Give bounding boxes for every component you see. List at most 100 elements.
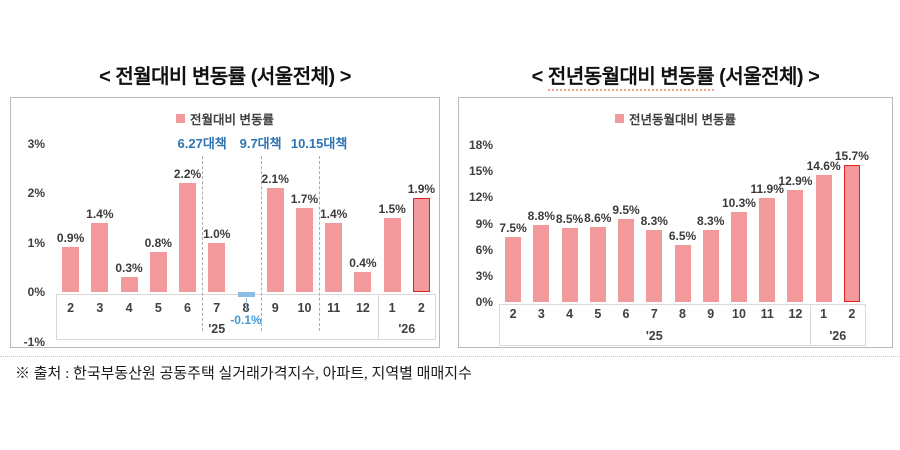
bar-value-label: 15.7% xyxy=(834,149,869,164)
negative-bar-leader xyxy=(246,297,247,310)
y-axis-label: 9% xyxy=(475,216,493,231)
bar xyxy=(62,247,80,292)
bar-value-label: 0.4% xyxy=(349,256,377,271)
bar-value-label: 0.3% xyxy=(115,261,143,276)
y-axis-label: 12% xyxy=(468,190,493,205)
bar xyxy=(589,227,606,302)
bar-value-label: 7.5% xyxy=(499,220,527,235)
legend-marker-icon xyxy=(176,114,185,123)
right-chart-legend: 전년동월대비 변동률 xyxy=(459,109,892,128)
bar-value-label: 11.9% xyxy=(750,182,784,197)
bar-value-label: 2.1% xyxy=(261,172,289,187)
axis-year-divider xyxy=(377,294,379,340)
bar xyxy=(702,229,719,302)
bar-value-label: 1.4% xyxy=(86,206,114,221)
left-chart-plot: 3%2%1%0%-1%'25'2623456789101112126.27대책9… xyxy=(11,98,439,349)
bar xyxy=(843,165,860,302)
annotation-label: 10.15대책 xyxy=(290,136,348,151)
right-chart-title: < 전년동월대비 변동률 (서울전체) > xyxy=(458,60,893,91)
bar xyxy=(91,222,109,292)
bar xyxy=(505,236,522,302)
month-label: 2 xyxy=(67,301,75,315)
year-label: '25 xyxy=(208,322,226,336)
y-axis-label: 2% xyxy=(27,186,45,200)
month-label: 1 xyxy=(388,301,396,315)
right-chart-panel: 전년동월대비 변동률 18% 15% 12% 9% 6% 3% 0% '25'26 2 3 4 5 6 7… xyxy=(458,97,893,348)
bar-value-label: 2.2% xyxy=(173,167,202,182)
bar-value-label: 1.5% xyxy=(378,201,406,216)
month-label: 2 xyxy=(417,301,425,315)
bar-value-label: 8.5% xyxy=(555,211,584,226)
bar-value-label: 8.3% xyxy=(697,213,725,228)
right-chart-title-prefix: < xyxy=(531,66,548,88)
bar-value-label: 8.8% xyxy=(527,209,556,224)
month-label: 7 xyxy=(650,307,658,321)
left-chart-title: < 전월대비 변동률 (서울전체) > xyxy=(99,66,351,88)
category-axis-box xyxy=(499,304,866,346)
month-label: 12 xyxy=(355,301,370,315)
month-label: 5 xyxy=(594,307,602,321)
month-label: 11 xyxy=(327,301,341,315)
bar-value-label: 1.0% xyxy=(203,226,231,241)
y-axis-label: 6% xyxy=(475,242,493,257)
month-label: 3 xyxy=(96,301,104,315)
month-label: 10 xyxy=(732,307,746,321)
bar-value-label: 1.7% xyxy=(290,191,319,206)
month-label: 5 xyxy=(154,301,162,315)
y-axis-label: 3% xyxy=(475,268,493,283)
bar-value-label: 1.9% xyxy=(407,181,436,196)
annotation-line xyxy=(319,156,321,331)
year-label: '26 xyxy=(398,322,416,336)
month-label: 12 xyxy=(788,307,803,321)
bar-value-label: 6.5% xyxy=(668,229,697,244)
bar xyxy=(120,277,138,292)
month-label: 6 xyxy=(184,301,191,315)
bar xyxy=(412,197,430,292)
left-chart-panel: 전월대비 변동률 3%2%1%0%-1%'25'2623456789101112… xyxy=(10,97,440,349)
y-axis-label: -1% xyxy=(23,334,45,349)
source-note: ※ 출처 : 한국부동산원 공동주택 실거래가격지수, 아파트, 지역별 매매지… xyxy=(15,366,472,382)
month-label: 8 xyxy=(231,300,260,316)
month-label: 1 xyxy=(820,307,828,321)
month-label: 2 xyxy=(509,307,517,321)
bar xyxy=(674,245,691,302)
month-label: 3 xyxy=(537,307,545,321)
bar-value-label: 9.5% xyxy=(612,203,640,218)
bar-value-label: 14.6% xyxy=(806,158,841,173)
bar xyxy=(179,183,197,292)
bar xyxy=(618,219,635,302)
annotation-label: 6.27대책 xyxy=(177,136,227,151)
axis-year-divider xyxy=(809,304,811,346)
year-label: '26 xyxy=(829,329,847,343)
annotation-line xyxy=(260,156,262,331)
bar xyxy=(646,229,663,302)
y-axis-label: 1% xyxy=(27,235,45,250)
bar xyxy=(815,174,832,302)
bar xyxy=(208,242,226,292)
bar-value-label: 1.4% xyxy=(320,206,348,221)
month-label: 9 xyxy=(707,307,715,321)
y-axis-label: 15% xyxy=(468,164,493,179)
bar xyxy=(533,225,550,302)
bar xyxy=(730,212,747,302)
bar xyxy=(787,189,804,302)
right-chart-title-underlined: 전년동월대비 변동률 xyxy=(547,66,715,91)
bar xyxy=(354,272,372,292)
bar xyxy=(325,222,343,292)
y-axis-label: 18% xyxy=(468,138,493,153)
right-chart-title-suffix: (서울전체) > xyxy=(714,66,820,88)
month-label: 11 xyxy=(760,307,774,321)
bar-value-label: 0.9% xyxy=(56,231,85,246)
month-label: 8 xyxy=(679,307,686,321)
month-label: 10 xyxy=(297,301,312,315)
bar xyxy=(266,188,284,292)
month-label: 9 xyxy=(271,301,279,315)
year-label: '25 xyxy=(645,329,663,343)
month-label: 6 xyxy=(622,307,630,321)
left-chart-legend: 전월대비 변동률 xyxy=(11,109,439,128)
bar xyxy=(237,292,255,297)
bar-value-label: 8.6% xyxy=(584,211,612,225)
bar xyxy=(295,207,313,292)
right-chart-plot: 18% 15% 12% 9% 6% 3% 0% '25'26 2 3 4 5 6 7 8 9 10 11 12 1 2 7… xyxy=(459,98,892,347)
